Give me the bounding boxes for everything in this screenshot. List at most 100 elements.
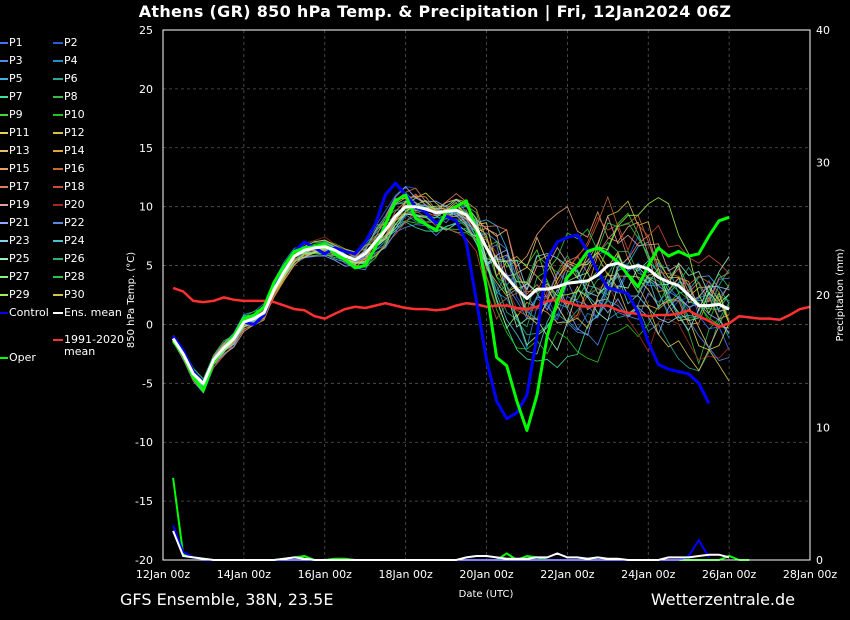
legend-swatch: [53, 222, 63, 224]
legend-item-p23: P23: [0, 235, 30, 247]
y2-tick-label: 10: [816, 422, 830, 435]
legend-label: P16: [64, 162, 85, 175]
legend-item-p14: P14: [53, 145, 85, 157]
y2-tick-label: 40: [816, 24, 830, 37]
legend-swatch: [0, 222, 8, 224]
legend-swatch: [53, 258, 63, 260]
legend-item-p29: P29: [0, 289, 30, 301]
y-tick-label: -15: [135, 495, 153, 508]
legend-swatch: [0, 150, 8, 152]
legend-label: P23: [9, 234, 30, 247]
legend-swatch: [53, 96, 63, 98]
legend-label: P11: [9, 126, 30, 139]
x-tick-label: 12Jan 00z: [136, 568, 190, 581]
legend-swatch: [0, 186, 8, 188]
legend-swatch: [53, 339, 63, 341]
legend-swatch: [53, 294, 63, 296]
y-tick-label: 0: [146, 318, 153, 331]
legend-item-p27: P27: [0, 271, 30, 283]
legend-label: P17: [9, 180, 30, 193]
legend-item-p16: P16: [53, 163, 85, 175]
legend-item-p24: P24: [53, 235, 85, 247]
y-tick-label: 10: [139, 201, 153, 214]
legend-item-p30: P30: [53, 289, 85, 301]
y-tick-label: 20: [139, 83, 153, 96]
legend-swatch: [0, 276, 8, 278]
member-line-p12: [172, 200, 730, 384]
legend-label: P28: [64, 270, 85, 283]
legend-item-p3: P3: [0, 55, 23, 67]
legend-item-p12: P12: [53, 127, 85, 139]
legend-label: P9: [9, 108, 23, 121]
legend-swatch: [0, 114, 8, 116]
legend-label: Oper: [9, 351, 36, 364]
legend-swatch: [0, 78, 8, 80]
legend-item-p8: P8: [53, 91, 78, 103]
legend-swatch: [53, 240, 63, 242]
y-tick-label: -5: [142, 377, 153, 390]
legend-item-p22: P22: [53, 217, 85, 229]
legend-swatch: [0, 96, 8, 98]
x-tick-label: 20Jan 00z: [459, 568, 513, 581]
legend-label: P12: [64, 126, 85, 139]
legend-swatch: [0, 42, 8, 44]
legend-item-control: Control: [0, 307, 49, 319]
legend-label: P2: [64, 36, 78, 49]
y-tick-label: -20: [135, 554, 153, 567]
legend-label: Ens. mean: [64, 306, 122, 319]
legend-swatch: [0, 204, 8, 206]
legend-swatch: [53, 168, 63, 170]
legend-item-1991-2020-mean: 1991-2020 mean: [53, 334, 134, 358]
y2-tick-label: 0: [816, 554, 823, 567]
legend-item-p26: P26: [53, 253, 85, 265]
legend-swatch: [53, 276, 63, 278]
y-tick-label: 15: [139, 142, 153, 155]
legend-label: P15: [9, 162, 30, 175]
legend-swatch: [0, 240, 8, 242]
precip-line: [172, 530, 730, 561]
y2-tick-label: 30: [816, 157, 830, 170]
member-line-p15: [172, 203, 730, 385]
legend-swatch: [0, 60, 8, 62]
legend-swatch: [0, 312, 8, 314]
x-axis-label: Date (UTC): [459, 589, 514, 600]
legend-swatch: [53, 312, 63, 314]
precip-line: [172, 477, 750, 562]
y-tick-label: 5: [146, 260, 153, 273]
legend-swatch: [0, 258, 8, 260]
legend-swatch: [53, 186, 63, 188]
legend-label: P19: [9, 198, 30, 211]
legend-label: P18: [64, 180, 85, 193]
legend-swatch: [53, 150, 63, 152]
legend-label: 1991-2020 mean: [64, 333, 124, 358]
source-credit: Wetterzentrale.de: [650, 590, 795, 609]
legend-label: P29: [9, 288, 30, 301]
legend-item-p4: P4: [53, 55, 78, 67]
legend-swatch: [53, 78, 63, 80]
legend-item-p28: P28: [53, 271, 85, 283]
legend-swatch: [53, 60, 63, 62]
legend-swatch: [53, 114, 63, 116]
legend-label: P27: [9, 270, 30, 283]
x-tick-label: 18Jan 00z: [379, 568, 433, 581]
series-line: [171, 205, 730, 385]
legend-label: P26: [64, 252, 85, 265]
legend-label: P4: [64, 54, 78, 67]
member-line-p2: [172, 185, 730, 385]
legend-label: P14: [64, 144, 85, 157]
member-line-p24: [172, 200, 730, 384]
chart-axes: -20 -15 -10 -5 0 5 10 15 20 25 0 10 20 30 40 12Jan 00z 1…: [135, 24, 837, 581]
legend-label: P1: [9, 36, 23, 49]
legend-item-ens-mean: Ens. mean: [53, 307, 122, 319]
legend-item-p18: P18: [53, 181, 85, 193]
legend-label: P30: [64, 288, 85, 301]
member-line-p18: [172, 210, 730, 383]
y2-tick-label: 20: [816, 289, 830, 302]
y-tick-label: 25: [139, 24, 153, 37]
legend-item-p6: P6: [53, 73, 78, 85]
legend-item-p19: P19: [0, 199, 30, 211]
y2-axis-label: Precipitation (mm): [835, 248, 846, 341]
legend-label: P22: [64, 216, 85, 229]
legend-item-p5: P5: [0, 73, 23, 85]
